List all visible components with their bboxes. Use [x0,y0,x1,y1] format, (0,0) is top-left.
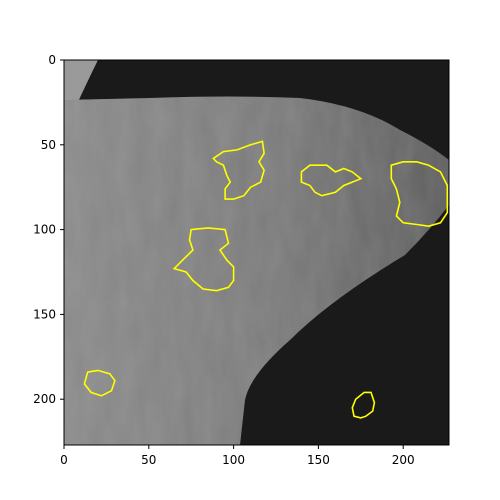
contour-layer [83,140,449,419]
contour-2 [300,164,363,197]
contour-3 [390,161,449,228]
tissue-texture [64,96,449,445]
image-panel [64,60,449,445]
y-axis: 0 50 100 150 200 [33,53,64,406]
x-tick-label: 50 [141,453,156,467]
y-tick-label: 200 [33,392,56,406]
y-tick-label: 0 [48,53,56,67]
x-tick-label: 100 [222,453,245,467]
contour-4 [172,227,235,292]
y-tick-label: 150 [33,307,56,321]
y-tick-label: 100 [33,223,56,237]
y-tick-label: 50 [41,138,56,152]
x-axis: 0 50 100 150 200 [60,445,415,467]
x-tick-label: 200 [392,453,415,467]
contour-1 [212,140,265,200]
x-tick-label: 0 [60,453,68,467]
image-corner-fragment [64,60,98,132]
contour-6 [351,391,376,419]
contour-5 [83,369,116,397]
x-tick-label: 150 [307,453,330,467]
axes-frame [63,59,450,446]
